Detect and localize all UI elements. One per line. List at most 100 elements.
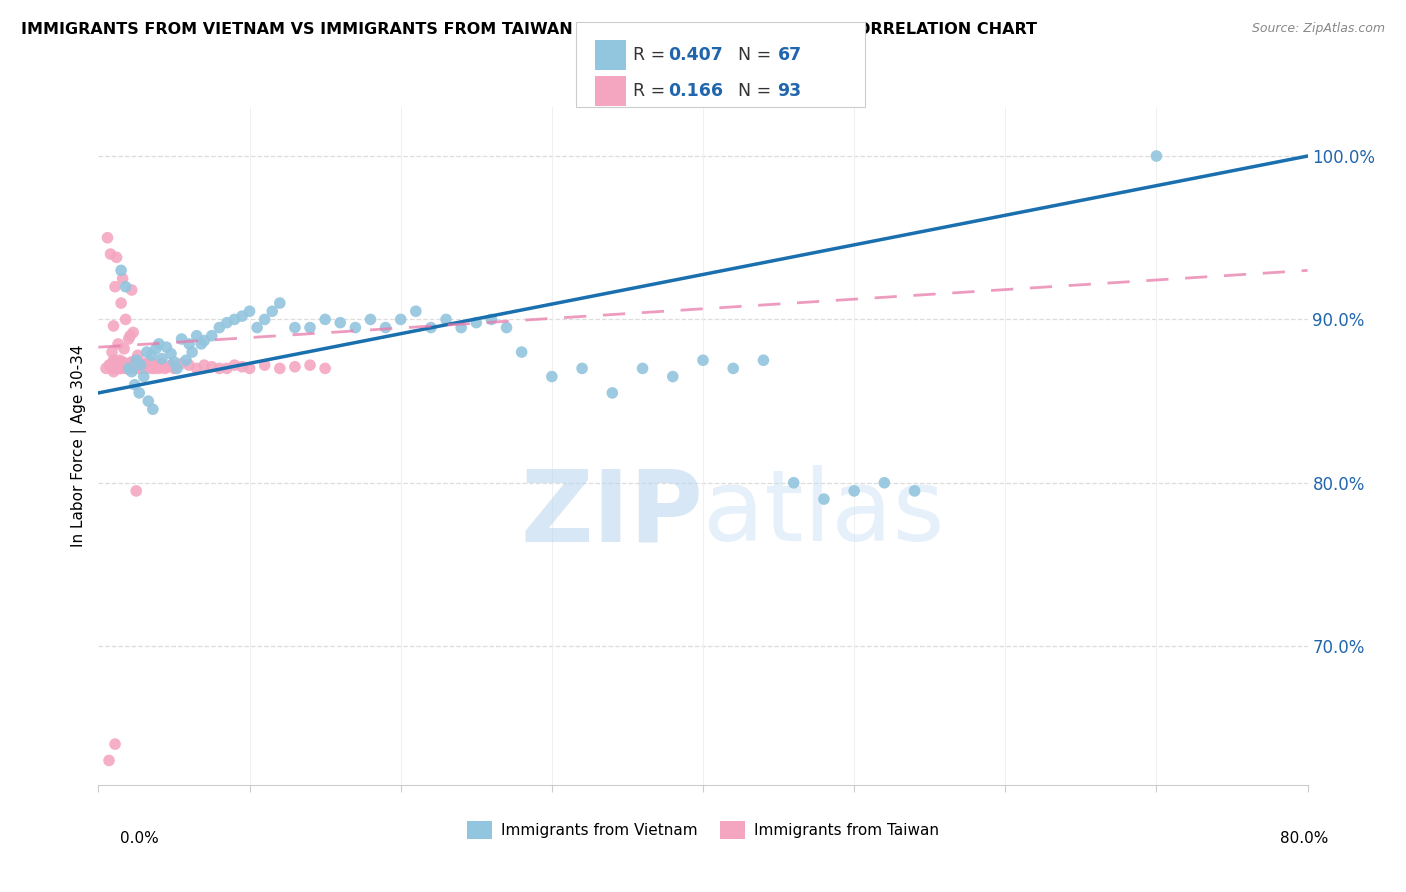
Point (122, 358, 145, 372)
Point (115, 361, 138, 376)
Point (139, 355, 162, 369)
Point (174, 353, 197, 368)
Point (465, 316, 488, 330)
Point (201, 359, 224, 374)
Point (125, 353, 148, 368)
Point (540, 369, 562, 384)
Point (405, 304, 427, 318)
Point (122, 326, 145, 340)
Point (299, 358, 322, 372)
Point (160, 347, 183, 361)
Point (118, 332, 141, 346)
Point (170, 357, 193, 371)
Point (143, 361, 166, 376)
Point (186, 361, 208, 376)
Point (231, 309, 253, 323)
Point (105, 358, 128, 372)
Point (124, 361, 146, 376)
Point (124, 357, 146, 371)
Point (284, 320, 307, 334)
Text: 0.166: 0.166 (668, 82, 723, 100)
Point (239, 304, 262, 318)
Point (148, 337, 170, 351)
Point (269, 296, 291, 310)
Point (125, 361, 148, 376)
Point (201, 328, 224, 343)
Point (115, 361, 138, 376)
Point (121, 283, 143, 297)
Point (208, 361, 231, 376)
Point (134, 361, 156, 376)
Point (135, 358, 157, 372)
Point (142, 357, 165, 371)
Text: 0.407: 0.407 (668, 46, 723, 64)
Point (103, 365, 125, 379)
Point (104, 279, 127, 293)
Point (661, 369, 683, 384)
Point (155, 340, 177, 354)
Point (114, 312, 136, 326)
Point (193, 334, 215, 348)
Point (125, 357, 148, 371)
Point (124, 361, 146, 376)
Point (186, 328, 208, 343)
Point (110, 361, 132, 376)
Point (253, 312, 276, 326)
Point (131, 361, 153, 376)
Point (181, 345, 204, 359)
Point (108, 353, 131, 368)
Point (299, 320, 322, 334)
Point (129, 358, 152, 372)
Point (284, 359, 307, 374)
Point (94, 361, 117, 376)
Point (193, 358, 215, 372)
Point (132, 369, 155, 384)
Point (360, 312, 382, 326)
Point (692, 353, 714, 368)
Point (110, 263, 132, 277)
Point (103, 361, 125, 376)
Point (98, 358, 121, 372)
Point (132, 357, 155, 371)
Point (179, 358, 201, 372)
Text: ZIP: ZIP (520, 466, 703, 562)
Point (481, 312, 503, 326)
Point (224, 312, 246, 326)
Point (723, 361, 745, 376)
Point (571, 361, 593, 376)
Text: R =: R = (633, 46, 671, 64)
Point (145, 342, 167, 356)
Point (434, 312, 457, 326)
Point (344, 320, 367, 334)
Point (844, 483, 866, 498)
Point (124, 377, 146, 392)
Point (127, 358, 149, 372)
Point (510, 345, 533, 359)
Point (132, 358, 155, 372)
Point (121, 359, 143, 374)
Point (132, 358, 155, 372)
Text: 67: 67 (778, 46, 801, 64)
Point (314, 312, 336, 326)
Point (389, 312, 412, 326)
Point (374, 320, 396, 334)
Point (602, 385, 624, 400)
Point (145, 358, 167, 372)
Point (136, 394, 159, 409)
Point (118, 359, 141, 374)
Point (873, 475, 896, 490)
Point (262, 304, 284, 318)
Point (129, 357, 152, 371)
Point (163, 361, 186, 376)
Point (101, 345, 124, 359)
Point (904, 483, 927, 498)
Point (98, 754, 121, 768)
Point (100, 247, 122, 261)
Point (246, 320, 269, 334)
Point (752, 353, 775, 368)
Point (118, 361, 141, 376)
Point (100, 359, 122, 374)
Point (160, 358, 183, 372)
Point (269, 361, 291, 376)
Point (136, 359, 159, 374)
